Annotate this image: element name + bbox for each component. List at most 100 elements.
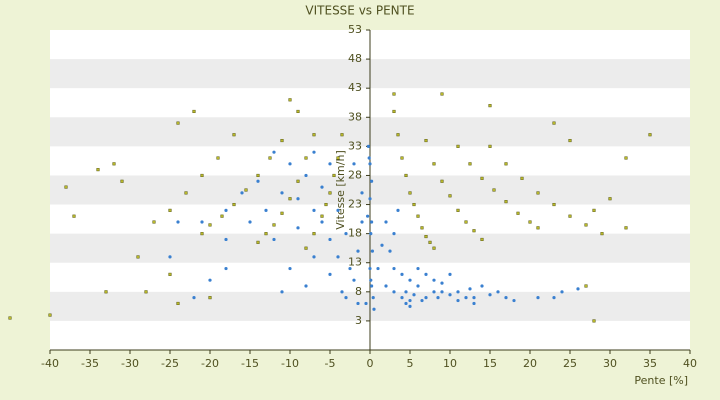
point bbox=[272, 223, 276, 227]
point bbox=[304, 246, 308, 250]
point bbox=[416, 266, 420, 271]
point bbox=[296, 226, 300, 230]
point bbox=[200, 220, 204, 224]
point bbox=[370, 220, 374, 224]
point bbox=[552, 202, 556, 207]
point bbox=[268, 156, 272, 160]
point bbox=[288, 197, 292, 201]
point bbox=[420, 298, 424, 303]
point bbox=[312, 208, 316, 212]
point bbox=[320, 220, 324, 224]
point bbox=[468, 287, 472, 291]
point bbox=[504, 200, 508, 204]
point bbox=[336, 156, 340, 160]
point bbox=[624, 156, 628, 160]
point bbox=[208, 223, 212, 227]
point bbox=[404, 173, 408, 178]
point bbox=[424, 138, 428, 143]
y-tick-label: 13 bbox=[348, 256, 362, 269]
point bbox=[456, 208, 460, 212]
point bbox=[288, 162, 292, 166]
point bbox=[392, 109, 396, 114]
point bbox=[472, 296, 476, 300]
point bbox=[368, 197, 372, 201]
point bbox=[552, 296, 556, 300]
point bbox=[264, 232, 268, 236]
point bbox=[472, 229, 476, 233]
point bbox=[336, 255, 340, 259]
point bbox=[48, 313, 52, 317]
point bbox=[280, 191, 284, 195]
point bbox=[440, 179, 444, 183]
point bbox=[392, 290, 396, 294]
point bbox=[176, 220, 180, 224]
point bbox=[380, 243, 384, 247]
point bbox=[424, 234, 428, 239]
point bbox=[366, 214, 370, 218]
point bbox=[264, 208, 268, 212]
point bbox=[72, 214, 76, 218]
point bbox=[368, 266, 372, 271]
point bbox=[360, 220, 364, 224]
point bbox=[560, 290, 564, 294]
point bbox=[216, 156, 220, 160]
point bbox=[296, 109, 300, 114]
point bbox=[200, 232, 204, 236]
point bbox=[584, 223, 588, 227]
y-tick-label: 28 bbox=[348, 168, 362, 181]
point bbox=[152, 220, 156, 224]
point bbox=[408, 304, 412, 308]
x-tick-label: 25 bbox=[563, 357, 577, 370]
point bbox=[296, 179, 300, 183]
point bbox=[240, 191, 244, 195]
x-tick-label: -35 bbox=[81, 357, 99, 370]
point bbox=[384, 220, 388, 224]
point bbox=[367, 156, 371, 160]
point bbox=[536, 226, 540, 230]
point bbox=[432, 162, 436, 166]
point bbox=[576, 287, 580, 291]
point bbox=[456, 298, 460, 303]
point bbox=[208, 296, 212, 300]
point bbox=[440, 92, 444, 96]
point bbox=[304, 173, 308, 178]
point bbox=[96, 168, 100, 172]
point bbox=[412, 293, 416, 297]
point bbox=[344, 296, 348, 300]
point bbox=[120, 179, 124, 183]
point bbox=[320, 185, 324, 189]
point bbox=[472, 301, 476, 306]
x-tick-label: 15 bbox=[483, 357, 497, 370]
point bbox=[369, 278, 373, 282]
point bbox=[64, 185, 68, 189]
point bbox=[464, 296, 468, 300]
plot-area bbox=[49, 29, 691, 354]
x-tick-label: -10 bbox=[281, 357, 299, 370]
point bbox=[424, 272, 428, 276]
point bbox=[520, 176, 524, 180]
point bbox=[352, 278, 356, 282]
point bbox=[488, 293, 492, 297]
point bbox=[432, 278, 436, 282]
chart-title: VITESSE vs PENTE bbox=[305, 4, 414, 18]
x-tick-label: 0 bbox=[367, 357, 374, 370]
point bbox=[352, 162, 356, 166]
point bbox=[224, 266, 228, 271]
point bbox=[224, 208, 228, 212]
point bbox=[624, 226, 628, 230]
point bbox=[304, 284, 308, 288]
point bbox=[288, 98, 292, 102]
point bbox=[568, 214, 572, 218]
point bbox=[384, 284, 388, 288]
point bbox=[244, 188, 248, 192]
point bbox=[272, 150, 276, 154]
point bbox=[592, 208, 596, 212]
point bbox=[368, 162, 372, 166]
x-tick-label: -30 bbox=[121, 357, 139, 370]
point bbox=[552, 121, 556, 125]
point bbox=[356, 249, 360, 253]
point bbox=[400, 296, 404, 300]
point bbox=[332, 173, 336, 178]
point bbox=[456, 144, 460, 148]
point bbox=[468, 162, 472, 166]
